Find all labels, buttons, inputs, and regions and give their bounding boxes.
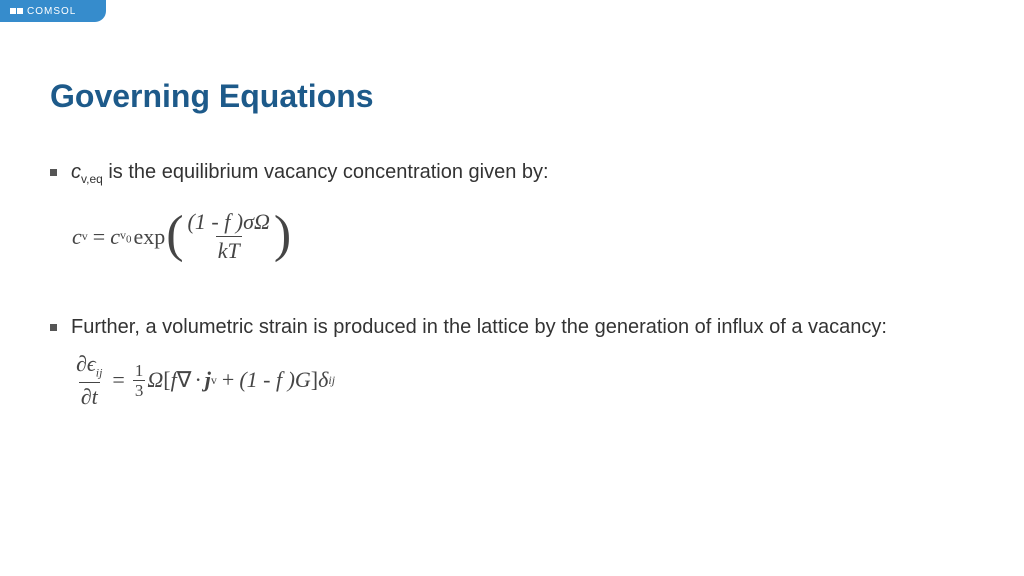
bullet-text: cv,eq is the equilibrium vacancy concent… [71,159,974,187]
bullet-marker-icon [50,169,57,176]
brand-tab: COMSOL [0,0,106,22]
slide-title: Governing Equations [50,78,974,115]
slide-content: Governing Equations cv,eq is the equilib… [50,78,974,428]
brand-name: COMSOL [27,6,76,17]
bullet-marker-icon [50,324,57,331]
equation-1: cv = cv0 exp ( (1 - f )σΩ kT ) [72,209,974,264]
bullet-item: cv,eq is the equilibrium vacancy concent… [50,159,974,264]
brand-logo-icon [10,8,23,14]
bullet-item: Further, a volumetric strain is produced… [50,314,974,409]
equation-2: ∂ϵij ∂t = 1 3 Ω[f∇ · jv + (1 - f )G]δij [72,351,974,409]
bullet-text: Further, a volumetric strain is produced… [71,314,974,341]
